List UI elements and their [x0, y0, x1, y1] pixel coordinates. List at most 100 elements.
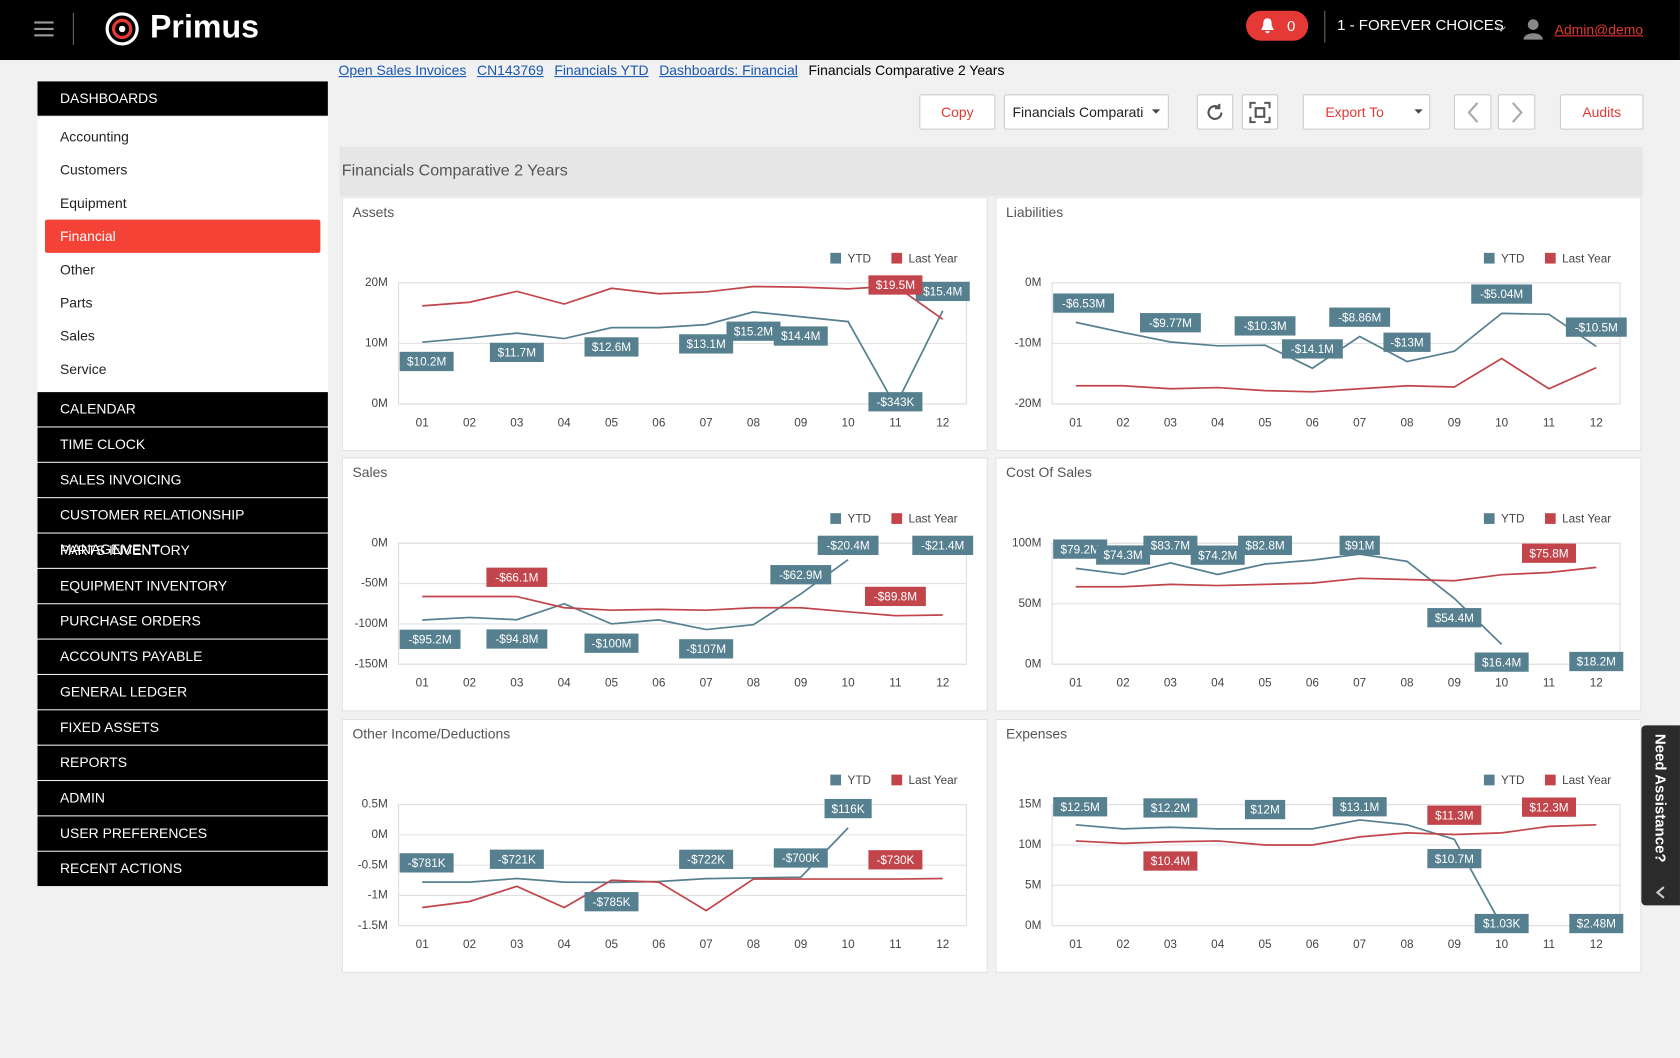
x-tick-label: 10	[842, 938, 856, 951]
sidebar-section[interactable]: RECENT ACTIONS	[37, 851, 328, 887]
data-label: $15.2M	[726, 321, 781, 341]
sidebar-item[interactable]: Accounting	[59, 128, 129, 145]
sidebar-section[interactable]: SALES INVOICING	[37, 462, 328, 498]
export-button[interactable]: Export To	[1302, 94, 1431, 130]
breadcrumb-link[interactable]: Open Sales Invoices	[338, 62, 467, 79]
brand: Primus	[149, 9, 259, 45]
sidebar-item[interactable]: Equipment	[59, 194, 127, 212]
data-label-text: $54.4M	[1435, 612, 1474, 625]
company-selector[interactable]: 1 - FOREVER CHOICES	[1337, 16, 1504, 34]
x-tick-label: 04	[1211, 938, 1225, 951]
sidebar-section[interactable]: ADMIN	[37, 781, 328, 816]
legend-label: YTD	[847, 774, 871, 787]
chart: Assets 0M 10M 20M 01 02 03 04 05 06 07 08 09 10 11 12 YT…	[352, 204, 970, 429]
notifications[interactable]: 0	[1246, 10, 1309, 41]
sidebar-section[interactable]: CUSTOMER RELATIONSHIP MANAGEMENT	[37, 498, 328, 557]
help-tab[interactable]: Need Assistance?	[1641, 725, 1680, 906]
sidebar-item[interactable]: Financial	[44, 219, 321, 253]
x-tick-label: 09	[794, 677, 807, 690]
breadcrumb-link[interactable]: Dashboards: Financial	[659, 62, 798, 79]
data-label-box	[399, 351, 454, 372]
legend-label: Last Year	[909, 774, 958, 787]
logo	[105, 12, 139, 46]
sidebar-section[interactable]: USER PREFERENCES	[37, 816, 328, 851]
chart-title: Assets	[352, 204, 394, 220]
copy-button[interactable]: Copy	[919, 94, 996, 130]
next-button[interactable]	[1497, 94, 1536, 130]
user-link[interactable]: Admin@demo	[1554, 21, 1644, 38]
data-label-box	[584, 337, 639, 357]
prev-button[interactable]	[1453, 94, 1492, 130]
sidebar-section[interactable]: CALENDAR	[37, 392, 328, 427]
y-tick-label: 0.5M	[362, 798, 388, 811]
sidebar-item[interactable]: Other	[59, 261, 95, 278]
y-tick-label: 0M	[371, 397, 387, 410]
view-select[interactable]: Financials Comparati	[1003, 94, 1169, 130]
y-tick-label: 0M	[371, 536, 387, 549]
data-label-text: -$100M	[592, 637, 632, 650]
series-line	[1076, 554, 1597, 644]
data-label-text: $12.5M	[1061, 801, 1100, 814]
legend-swatch	[1483, 252, 1495, 264]
legend-label: YTD	[847, 252, 871, 265]
refresh-button[interactable]	[1196, 94, 1234, 130]
data-label-box	[1143, 798, 1198, 818]
legend-label: Last Year	[909, 252, 958, 265]
sidebar-item[interactable]: Parts	[59, 294, 93, 311]
data-label-box	[399, 629, 461, 649]
data-label: $12.6M	[584, 337, 639, 357]
data-label-text: -$95.2M	[408, 634, 451, 647]
chart: Sales 0M -50M -100M -150M 01 02 03 04 05 06 07 08 09 1…	[352, 464, 974, 690]
sidebar-item[interactable]: Service	[59, 361, 107, 378]
sidebar-item[interactable]: Sales	[59, 327, 95, 344]
chart: Cost Of Sales 0M 50M 100M 01 02 03 04 05 06 07 08 09…	[1006, 464, 1624, 690]
data-label: $82.8M	[1238, 535, 1293, 555]
top-bar: Primus 0 1 - FOREVER CHOICES Admin@demo	[0, 0, 1680, 60]
menu-button[interactable]	[32, 18, 56, 39]
chart: Other Income/Deductions 0.5M 0M -0.5M -1M -1.…	[352, 726, 967, 951]
chart-title: Cost Of Sales	[1006, 464, 1092, 480]
data-label-text: $11.7M	[498, 347, 536, 360]
data-label-text: $74.2M	[1198, 549, 1237, 562]
sidebar-section[interactable]: ACCOUNTS PAYABLE	[37, 639, 328, 674]
x-tick-label: 08	[747, 938, 761, 951]
data-label-text: $83.7M	[1151, 540, 1190, 553]
data-label: -$10.5M	[1565, 317, 1627, 337]
data-label: $12.3M	[1521, 797, 1576, 817]
x-tick-label: 02	[463, 938, 476, 951]
data-label: $10.2M	[399, 351, 454, 372]
sidebar-section[interactable]: TIME CLOCK	[37, 427, 328, 462]
sidebar-section[interactable]: GENERAL LEDGER	[37, 674, 328, 710]
sidebar-section[interactable]: FIXED ASSETS	[37, 710, 328, 745]
breadcrumb-link[interactable]: Financials YTD	[554, 62, 649, 79]
y-tick-label: -150M	[354, 657, 387, 670]
audits-button[interactable]: Audits	[1559, 94, 1644, 130]
sidebar-section[interactable]: PARTS INVENTORY	[37, 533, 328, 568]
y-tick-label: 20M	[365, 276, 388, 289]
sidebar-heading[interactable]: DASHBOARDS	[37, 81, 328, 116]
x-tick-label: 06	[1306, 938, 1320, 951]
sidebar-item[interactable]: Customers	[59, 161, 128, 178]
sidebar-section[interactable]: EQUIPMENT INVENTORY	[37, 568, 328, 604]
breadcrumb-link[interactable]: CN143769	[477, 62, 544, 79]
data-label: $79.2M	[1053, 539, 1108, 559]
y-tick-label: -20M	[1015, 397, 1042, 410]
data-label-text: -$13M	[1390, 336, 1423, 349]
data-label: $10.4M	[1143, 851, 1198, 871]
sidebar-section[interactable]: REPORTS	[37, 745, 328, 780]
data-label-text: $13.1M	[687, 338, 726, 351]
series-line	[422, 285, 944, 320]
data-label: -$62.9M	[770, 565, 832, 585]
data-label: -$5.04M	[1471, 284, 1533, 304]
series-line	[422, 595, 943, 617]
data-label: -$730K	[868, 850, 923, 870]
help-text: Need Assistance?	[1652, 733, 1670, 863]
sidebar-section[interactable]: PURCHASE ORDERS	[37, 604, 328, 639]
data-label-box	[679, 334, 734, 354]
data-label-box	[868, 275, 923, 295]
fullscreen-button[interactable]	[1241, 94, 1279, 130]
data-label-box	[1190, 545, 1245, 565]
data-label: -$722K	[679, 849, 734, 869]
data-label-text: -$14.1M	[1291, 343, 1334, 356]
data-label: $1.03K	[1474, 913, 1529, 934]
